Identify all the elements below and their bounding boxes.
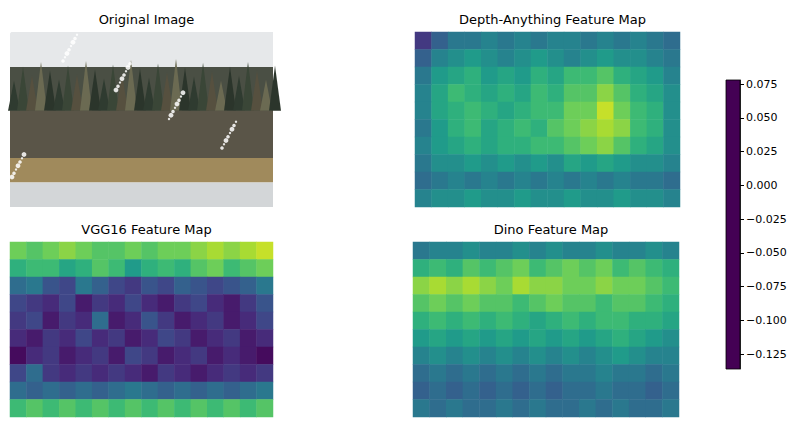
svg-text:−0.050: −0.050	[746, 246, 787, 259]
svg-text:Dino Feature Map: Dino Feature Map	[494, 222, 609, 237]
svg-text:−0.125: −0.125	[746, 348, 787, 361]
svg-text:Depth-Anything Feature Map: Depth-Anything Feature Map	[459, 12, 646, 27]
svg-text:0.075: 0.075	[746, 78, 778, 91]
svg-text:0.000: 0.000	[746, 179, 778, 192]
svg-text:−0.075: −0.075	[746, 280, 787, 293]
svg-text:0.050: 0.050	[746, 111, 778, 124]
svg-text:VGG16 Feature Map: VGG16 Feature Map	[81, 222, 211, 237]
svg-text:0.025: 0.025	[746, 145, 778, 158]
svg-text:Original Image: Original Image	[99, 12, 195, 27]
svg-text:−0.100: −0.100	[746, 314, 787, 327]
svg-text:−0.025: −0.025	[746, 213, 787, 226]
